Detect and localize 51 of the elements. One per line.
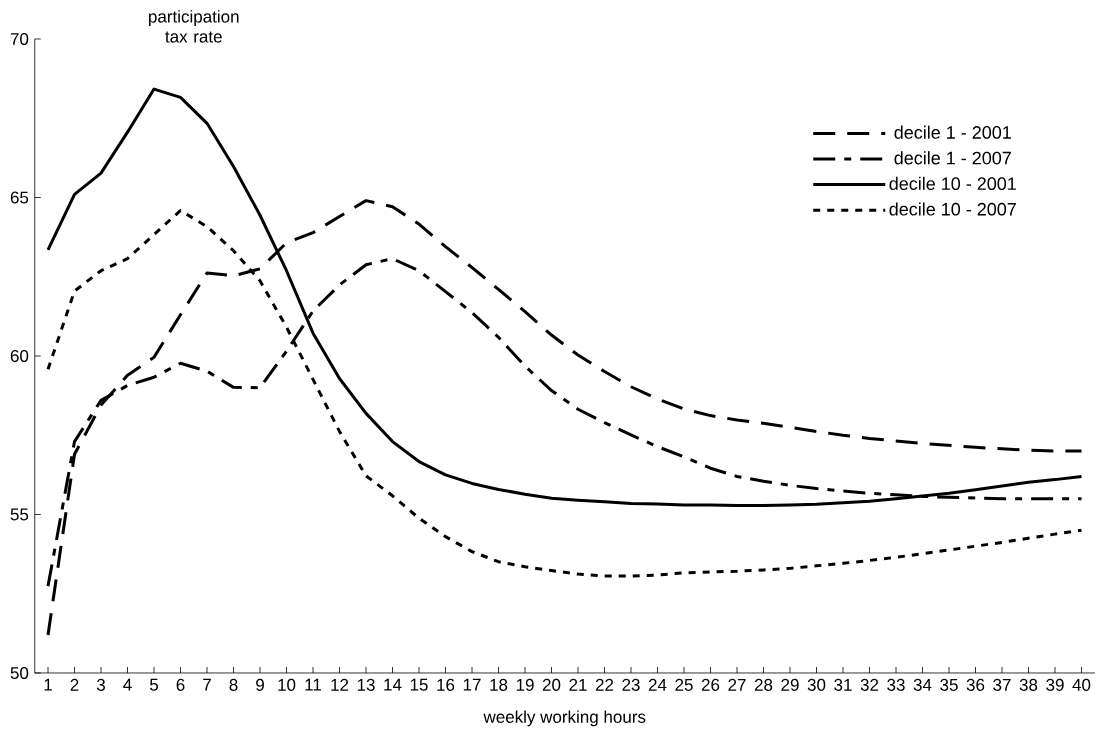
x-tick-label: 5 [149,678,159,691]
x-tick-label: 11 [305,678,321,691]
x-tick-label: 7 [203,678,211,691]
legend-label: decile 1 - 2007 [894,151,1011,165]
y-tick-label: 65 [10,191,29,204]
x-tick-label: 19 [516,678,534,691]
x-tick-label: 13 [357,678,375,691]
x-tick-label: 26 [701,678,720,691]
y-tick-label: 70 [10,32,29,46]
x-tick-label: 8 [229,678,238,691]
x-tick-label: 27 [728,678,746,691]
x-tick-label: 37 [993,678,1011,691]
x-tick-label: 12 [331,678,349,691]
x-tick-label: 25 [675,678,693,691]
x-tick-label: 21 [569,678,587,691]
x-tick-label: 1 [44,678,52,691]
x-tick-label: 22 [595,678,614,691]
x-tick-label: 14 [384,678,402,691]
x-tick-label: 16 [437,678,455,691]
x-tick-label: 18 [490,678,508,691]
x-tick-label: 28 [754,678,773,691]
x-tick-label: 34 [913,678,932,691]
x-tick-label: 38 [1019,678,1038,691]
legend-label: decile 10 - 2001 [889,176,1016,191]
x-tick-label: 32 [860,678,879,691]
x-tick-label: 2 [70,678,79,691]
x-tick-label: 15 [410,678,428,691]
x-tick-label: 17 [463,678,481,691]
x-tick-label: 36 [966,678,985,691]
y-tick-label: 50 [10,666,29,680]
x-tick-label: 4 [123,678,132,691]
x-tick-label: 39 [1046,678,1064,691]
x-tick-label: 6 [176,678,185,691]
x-tick-label: 10 [278,678,296,691]
x-tick-label: 9 [256,678,264,691]
x-axis-title: weekly working hours [483,710,646,727]
x-tick-label: 40 [1072,678,1091,691]
x-tick-label: 33 [887,678,905,691]
x-tick-label: 30 [807,678,826,691]
y-tick-label: 60 [10,349,29,363]
x-tick-label: 20 [542,678,561,691]
x-tick-label: 29 [781,678,799,691]
legend-label: decile 1 - 2001 [894,125,1011,139]
x-tick-label: 24 [648,678,667,691]
x-tick-label: 31 [834,678,852,691]
x-tick-label: 35 [940,678,958,691]
legend-label: decile 10 - 2007 [889,202,1016,216]
x-tick-label: 3 [96,678,105,691]
x-tick-label: 23 [622,678,640,691]
y-tick-label: 55 [10,508,29,521]
y-axis-title: participation tax rate [149,10,239,43]
